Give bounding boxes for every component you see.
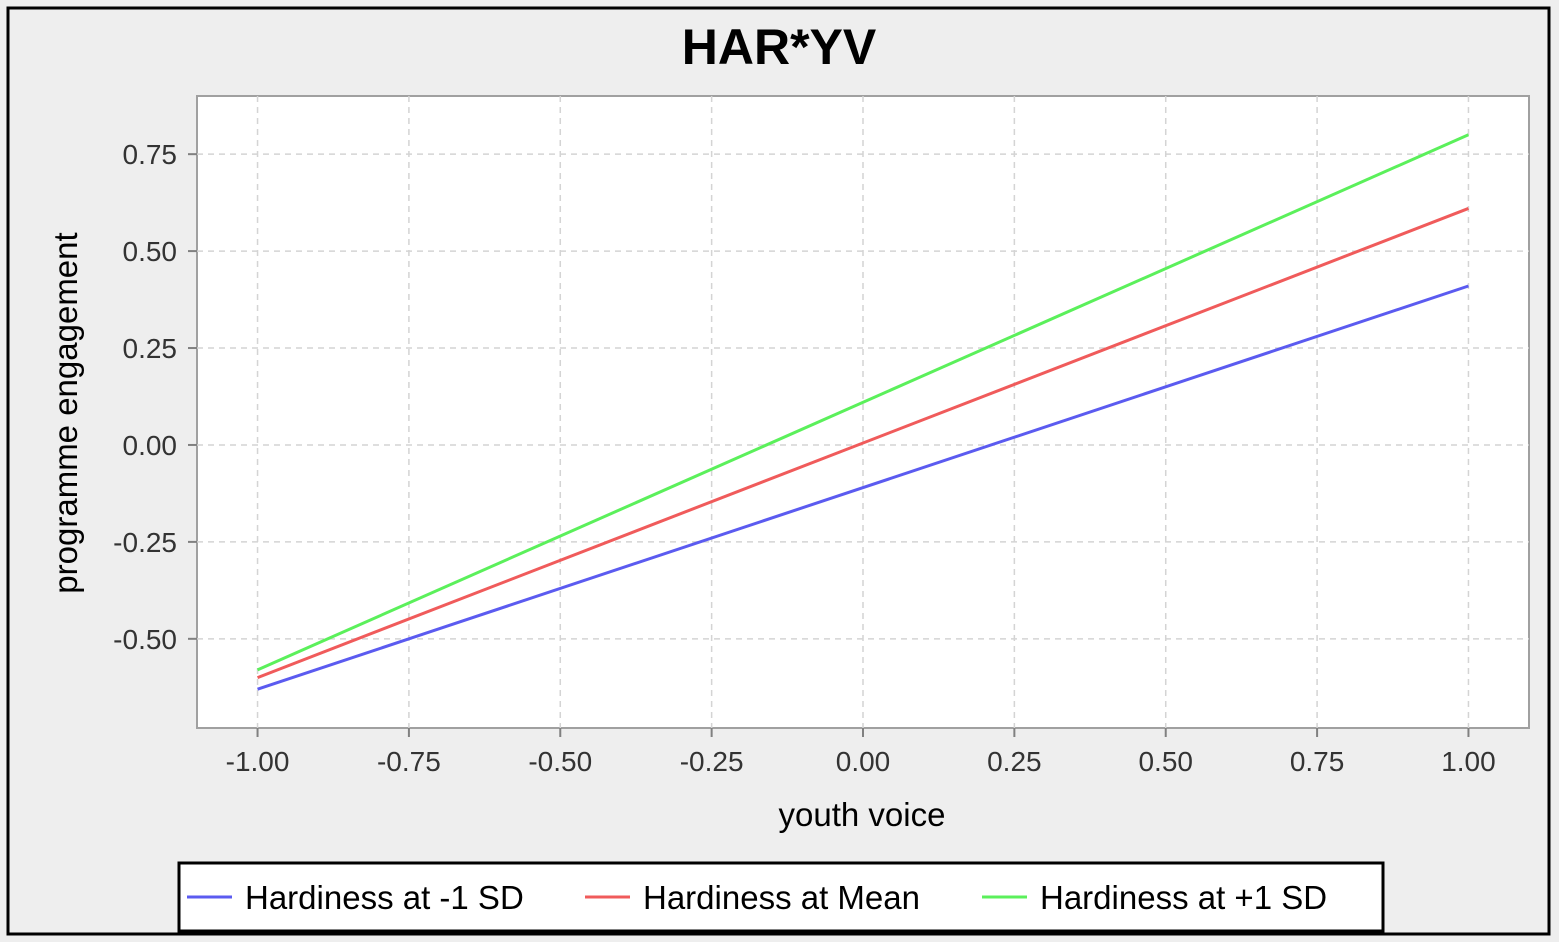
- y-tick-label: 0.25: [123, 333, 178, 364]
- y-tick-label: 0.50: [123, 236, 178, 267]
- x-tick-label: 0.75: [1290, 746, 1345, 777]
- chart-border: [6, 6, 1551, 936]
- x-tick-label: -0.75: [377, 746, 441, 777]
- series-line-2: [257, 207, 1469, 679]
- legend-label: Hardiness at -1 SD: [245, 879, 524, 916]
- x-tick-label: -1.00: [226, 746, 290, 777]
- x-tick-label: 1.00: [1441, 746, 1496, 777]
- y-tick-label: -0.50: [113, 624, 177, 655]
- grid-lines: [197, 96, 1529, 728]
- legend-label: Hardiness at +1 SD: [1040, 879, 1327, 916]
- legend-label: Hardiness at Mean: [643, 879, 920, 916]
- x-axis-ticks: -1.00 -0.75 -0.50 -0.25 0.00 0.25 0.50 0.75 1.00: [226, 728, 1496, 777]
- series-lines: [256, 133, 1470, 691]
- chart-title: HAR*YV: [682, 19, 877, 75]
- y-tick-label: 0.00: [123, 430, 178, 461]
- x-tick-label: -0.50: [528, 746, 592, 777]
- x-axis-label: youth voice: [779, 796, 946, 833]
- y-tick-label: -0.25: [113, 527, 177, 558]
- x-tick-label: -0.25: [680, 746, 744, 777]
- legend-box: [177, 861, 1385, 933]
- plot-area: [196, 95, 1530, 729]
- x-tick-label: 0.25: [987, 746, 1042, 777]
- legend: Hardiness at -1 SD Hardiness at Mean Hardi…: [187, 879, 1327, 916]
- y-tick-label: 0.75: [123, 139, 178, 170]
- y-axis-label: programme engagement: [47, 232, 84, 593]
- y-axis-ticks: -0.50 -0.25 0.00 0.25 0.50 0.75: [113, 139, 197, 655]
- x-tick-label: 0.00: [836, 746, 891, 777]
- series-line-3: [256, 133, 1470, 672]
- series-line-1: [257, 284, 1469, 691]
- x-tick-label: 0.50: [1138, 746, 1193, 777]
